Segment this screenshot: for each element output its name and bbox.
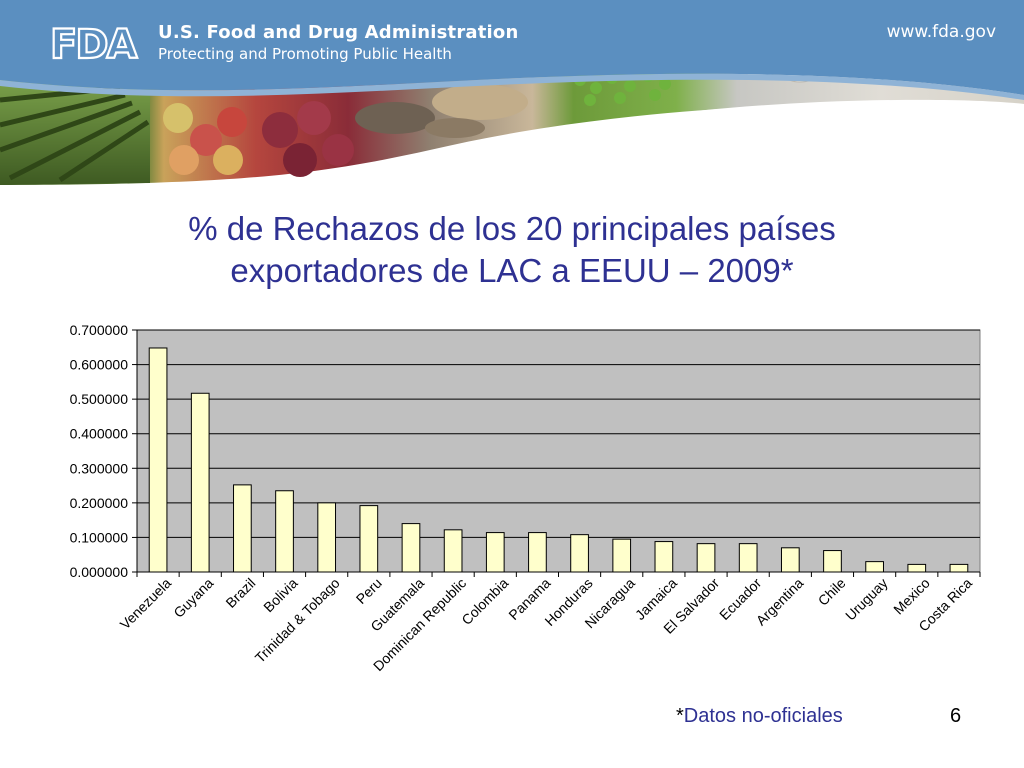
bar-guatemala bbox=[401, 523, 421, 573]
slide-title-line2: exportadores de LAC a EEUU – 2009* bbox=[230, 252, 794, 289]
bar-mexico bbox=[907, 563, 927, 573]
bar-ecuador bbox=[738, 543, 758, 573]
bar-el-salvador bbox=[696, 543, 716, 573]
bar-colombia bbox=[485, 532, 505, 573]
footnote-text: Datos no-oficiales bbox=[683, 705, 843, 727]
rejections-bar-chart: 0.000000 0.100000 0.200000 0.300000 0.400000… bbox=[70, 322, 981, 674]
y-tick-label: 0.200000 bbox=[70, 495, 129, 511]
apples-image bbox=[163, 103, 247, 175]
fda-logo: FDA bbox=[49, 21, 141, 69]
red-onions-image bbox=[262, 101, 354, 177]
x-tick-label: Bolivia bbox=[260, 575, 301, 616]
x-tick-label: Brazil bbox=[222, 575, 258, 611]
bar-jamaica bbox=[654, 541, 674, 573]
y-tick-label: 0.500000 bbox=[70, 391, 129, 407]
footnote: *Datos no-oficiales bbox=[676, 705, 843, 728]
x-tick-label: Chile bbox=[815, 575, 849, 609]
bar-nicaragua bbox=[612, 538, 632, 573]
bar-bolivia bbox=[275, 490, 294, 573]
fda-header-banner: FDA U.S. Food and Drug Administration Pr… bbox=[0, 0, 1024, 190]
x-tick-label: Colombia bbox=[458, 575, 511, 628]
bar-guyana bbox=[190, 392, 210, 573]
agency-tagline: Protecting and Promoting Public Health bbox=[158, 45, 452, 63]
bar-venezuela bbox=[148, 347, 168, 573]
bar-trinidad-tobago bbox=[317, 502, 337, 573]
x-tick-label: Uruguay bbox=[842, 575, 891, 624]
y-tick-label: 0.600000 bbox=[70, 357, 129, 373]
agency-name: U.S. Food and Drug Administration bbox=[158, 22, 519, 43]
y-tick-label: 0.400000 bbox=[70, 426, 129, 442]
page-number: 6 bbox=[950, 705, 962, 727]
bar-costa-rica bbox=[949, 563, 969, 573]
x-tick-label: Guyana bbox=[170, 575, 216, 621]
bar-dominican-republic bbox=[443, 529, 463, 573]
y-tick-label: 0.300000 bbox=[70, 460, 129, 476]
y-tick-label: 0.000000 bbox=[70, 564, 129, 580]
bar-argentina bbox=[780, 547, 800, 573]
y-tick-label: 0.700000 bbox=[70, 322, 129, 338]
y-tick-label: 0.100000 bbox=[70, 529, 129, 545]
bar-panama bbox=[528, 532, 547, 573]
x-tick-label: Peru bbox=[353, 575, 385, 607]
website-link[interactable]: www.fda.gov bbox=[886, 22, 996, 42]
bar-chile bbox=[823, 550, 842, 573]
slide-title: % de Rechazos de los 20 principales país… bbox=[112, 208, 912, 292]
bar-honduras bbox=[570, 534, 589, 573]
slide-title-line1: % de Rechazos de los 20 principales país… bbox=[188, 210, 836, 247]
oysters-image bbox=[355, 84, 528, 138]
bar-uruguay bbox=[865, 561, 884, 573]
x-tick-label: Venezuela bbox=[117, 575, 175, 633]
header-photo-strip: FDA bbox=[0, 0, 1024, 190]
footnote-asterisk: * bbox=[676, 705, 684, 727]
fda-logo-text: FDA bbox=[50, 22, 138, 68]
bar-brazil bbox=[233, 484, 252, 573]
plot-area bbox=[136, 329, 981, 573]
field-rows-image bbox=[0, 80, 150, 185]
bar-peru bbox=[359, 505, 379, 573]
